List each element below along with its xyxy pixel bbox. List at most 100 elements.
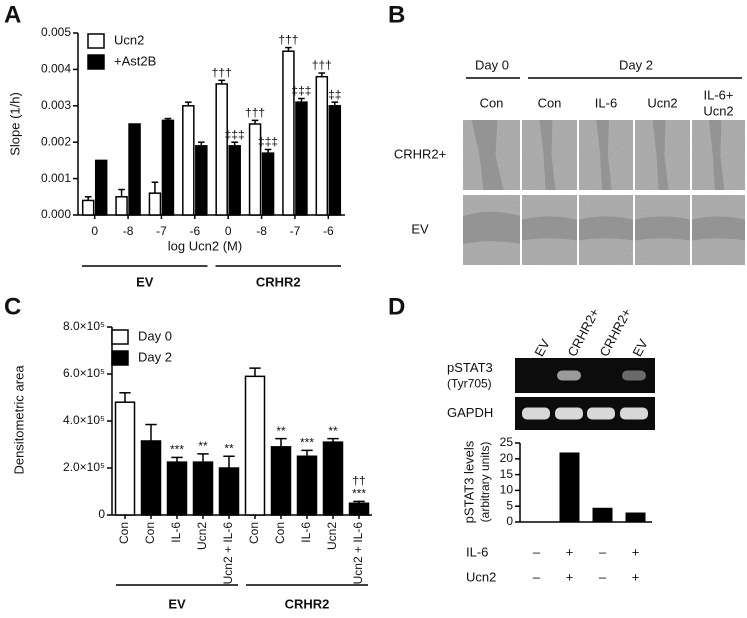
y-axis-label: Slope (1/h)	[7, 92, 22, 156]
bar	[114, 401, 136, 516]
group-label: CRHR2	[256, 274, 301, 289]
y-tick-label: 0	[98, 507, 105, 521]
significance: **	[198, 439, 208, 453]
blot-band	[620, 407, 648, 420]
x-tick-label: IL-6	[299, 522, 313, 543]
legend-swatch	[87, 33, 105, 49]
significance: **	[224, 441, 234, 455]
bar	[182, 105, 195, 216]
y-tick-label: 0.003	[41, 98, 71, 112]
wound-gap	[539, 120, 556, 190]
bar	[195, 145, 208, 216]
x-tick-label: Con	[143, 522, 157, 544]
bar	[625, 512, 646, 522]
legend-swatch	[87, 54, 105, 70]
x-tick-label: Ucn2 + IL-6	[221, 522, 235, 585]
panel-label: B	[388, 1, 405, 28]
blot-label: (Tyr705)	[447, 377, 492, 391]
condition-sign: +	[632, 544, 640, 559]
condition-sign: –	[533, 569, 541, 584]
legend-swatch	[111, 329, 129, 345]
bar	[215, 83, 228, 216]
y-tick-label: 0.002	[41, 134, 71, 148]
column-label: IL-6	[595, 95, 617, 110]
bar	[328, 105, 342, 216]
y-tick-label: 20	[500, 451, 514, 465]
wound-gap	[596, 120, 612, 190]
group-label: EV	[168, 596, 186, 611]
column-label: Con	[538, 95, 562, 110]
significance: †††	[212, 65, 232, 79]
group-label: CRHR2	[285, 596, 330, 611]
y-tick-label: 25	[500, 435, 514, 449]
bar	[115, 196, 128, 216]
panel-label: D	[388, 293, 405, 320]
y-tick-label: 10	[500, 483, 514, 497]
row-label: EV	[411, 221, 429, 236]
bar	[295, 101, 308, 216]
bar	[140, 440, 162, 516]
bar	[248, 123, 262, 216]
legend-label: Ucn2	[114, 32, 144, 47]
x-tick-label: Ucn2	[325, 522, 339, 550]
significance: ‡‡‡	[225, 127, 245, 141]
x-tick-label: Ucn2 + IL-6	[351, 522, 365, 585]
significance: **	[328, 424, 338, 438]
condition-label: Ucn2	[466, 569, 496, 584]
wound-gap	[635, 216, 690, 241]
bar	[218, 467, 240, 516]
blot-band	[522, 407, 550, 420]
group-label: EV	[136, 274, 154, 289]
lane-label: CRHR2+	[596, 306, 634, 359]
significance: ‡‡‡	[258, 135, 278, 149]
y-tick-label: 0.000	[41, 207, 71, 221]
x-tick-label: -8	[256, 224, 267, 238]
condition-sign: +	[566, 569, 574, 584]
bar	[128, 123, 141, 216]
bar	[559, 452, 580, 522]
x-tick-label: Ucn2	[195, 522, 209, 550]
bar	[94, 159, 108, 216]
condition-sign: +	[632, 569, 640, 584]
bar	[270, 446, 292, 516]
blot-label: GAPDH	[447, 405, 493, 420]
condition-sign: –	[599, 569, 607, 584]
x-axis-label: log Ucn2 (M)	[168, 238, 242, 253]
wound-gap	[471, 120, 504, 190]
significance: †††	[312, 58, 332, 72]
x-tick-label: Con	[117, 522, 131, 544]
y-tick-label: 2.0×10⁵	[63, 460, 105, 474]
significance: †††	[278, 33, 298, 47]
wound-gap	[579, 216, 633, 241]
significance: ‡‡	[328, 87, 341, 101]
panel-label: A	[4, 1, 21, 28]
panel-label: C	[4, 293, 21, 320]
wound-gap	[692, 216, 745, 241]
blot-band	[622, 370, 646, 381]
legend-label: Day 0	[138, 328, 172, 343]
legend-swatch	[111, 350, 129, 366]
y-tick-label: 0	[506, 514, 513, 528]
bar	[296, 455, 318, 516]
column-label: Con	[480, 95, 504, 110]
lane-label: EV	[629, 336, 651, 359]
lane-label: EV	[531, 336, 553, 359]
condition-label: IL-6	[466, 544, 488, 559]
bar	[261, 152, 275, 216]
bar	[148, 192, 162, 216]
x-tick-label: -8	[123, 224, 134, 238]
x-tick-label: -7	[290, 224, 301, 238]
y-axis-sublabel: (arbitrary units)	[478, 442, 492, 523]
bar	[161, 119, 175, 216]
y-tick-label: 15	[500, 467, 514, 481]
bar	[592, 507, 613, 522]
bar	[166, 461, 188, 516]
y-tick-label: 4.0×10⁵	[63, 413, 105, 427]
significance: ‡‡‡	[291, 84, 311, 98]
x-tick-label: Con	[247, 522, 261, 544]
y-tick-label: 6.0×10⁵	[63, 366, 105, 380]
blot-band	[555, 407, 583, 420]
column-label: Ucn2	[703, 103, 733, 118]
bar	[282, 50, 295, 216]
